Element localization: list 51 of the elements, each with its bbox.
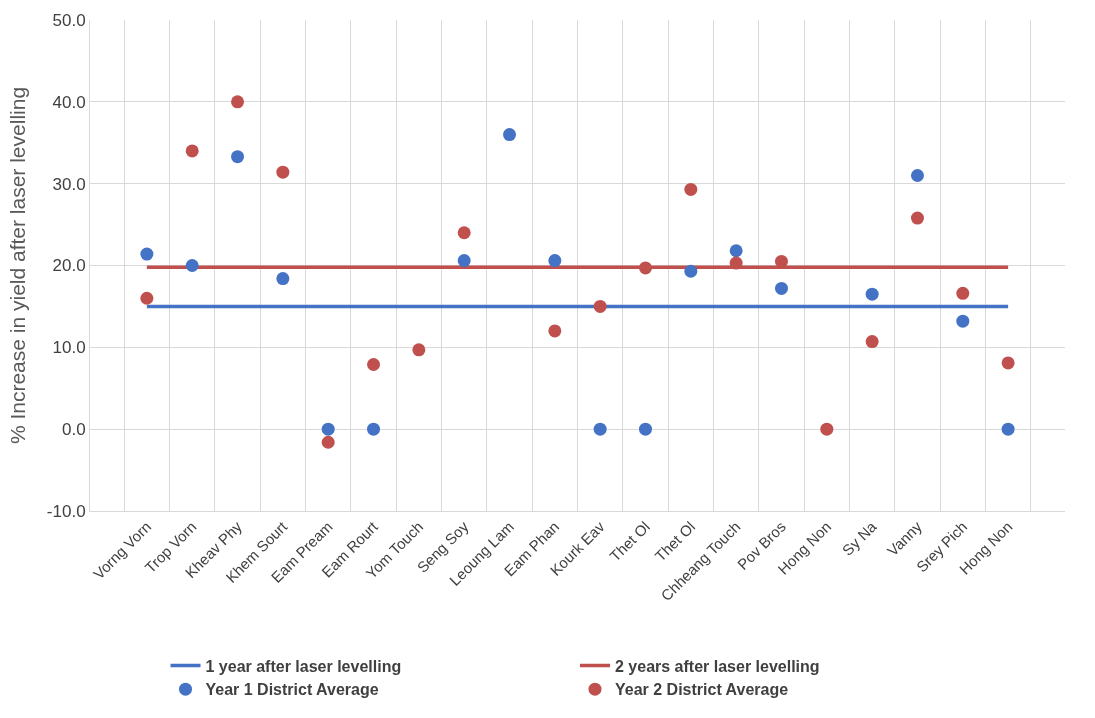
y-tick-label: 30.0 — [52, 174, 86, 194]
point — [865, 287, 879, 301]
point — [910, 211, 924, 225]
point — [684, 182, 698, 196]
point — [956, 286, 970, 300]
point — [729, 256, 743, 270]
legend-label: Year 1 District Average — [205, 681, 379, 699]
legend-label: 2 years after laser levelling — [615, 657, 820, 675]
point — [865, 335, 879, 349]
point — [910, 168, 924, 182]
point — [140, 247, 154, 261]
point — [231, 95, 245, 109]
point — [321, 435, 335, 449]
point — [639, 261, 652, 275]
y-tick-label: 20.0 — [52, 256, 86, 276]
point — [367, 422, 381, 436]
point — [593, 299, 607, 313]
y-tick-label: 50.0 — [52, 10, 86, 30]
point — [140, 291, 154, 305]
point — [457, 226, 471, 240]
y-tick-label: 40.0 — [52, 92, 86, 112]
point — [684, 264, 698, 278]
legend-label: Year 2 District Average — [615, 681, 789, 699]
point — [820, 422, 834, 436]
point — [276, 165, 290, 179]
y-axis-title: % Increase in yield after laser levelling — [6, 86, 29, 445]
point — [729, 244, 743, 258]
point — [321, 422, 335, 436]
y-tick-label: -10.0 — [46, 501, 86, 521]
point — [276, 272, 290, 286]
point — [1001, 356, 1015, 370]
x-tick-label: Sy Na — [838, 517, 881, 559]
point — [1001, 422, 1015, 436]
point — [548, 324, 562, 338]
point — [774, 254, 788, 268]
point — [548, 254, 562, 268]
point — [774, 281, 788, 295]
point — [231, 150, 245, 164]
point — [639, 422, 652, 436]
point — [956, 314, 970, 328]
point — [412, 343, 426, 357]
point — [185, 144, 199, 158]
point — [367, 358, 381, 372]
y-tick-label: 10.0 — [52, 338, 86, 358]
point — [185, 259, 199, 272]
x-tick-label: Thet Ol — [606, 517, 653, 565]
legend-label: 1 year after laser levelling — [205, 657, 402, 675]
point — [503, 128, 517, 142]
point — [593, 422, 607, 436]
y-tick-label: 0.0 — [61, 420, 86, 440]
point — [457, 254, 471, 268]
